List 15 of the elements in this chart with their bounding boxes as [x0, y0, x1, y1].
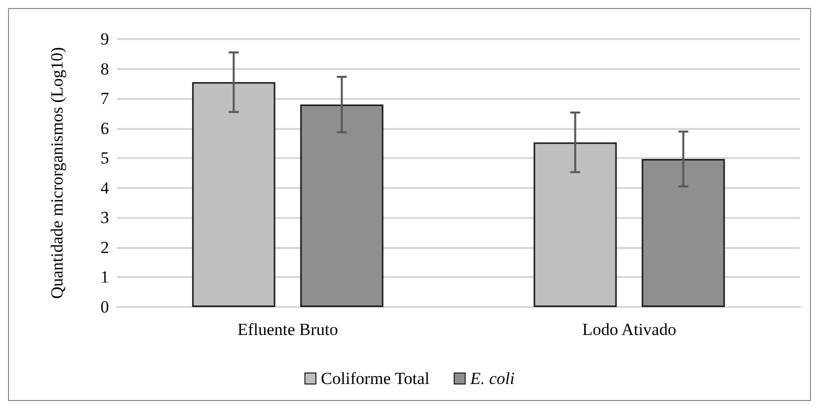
y-tick-label: 1 [100, 268, 109, 287]
y-tick-label: 4 [100, 178, 110, 198]
y-tick-label: 0 [100, 298, 109, 316]
x-tick-label: Lodo Ativado [582, 320, 676, 339]
y-tick-label: 3 [100, 208, 109, 228]
y-tick-label: 9 [100, 30, 109, 48]
x-tick-label: Efluente Bruto [237, 320, 338, 339]
legend-label: E. coli [469, 369, 515, 388]
y-tick-label: 2 [100, 238, 109, 257]
y-tick-label: 6 [100, 118, 109, 138]
legend-label: Coliforme Total [320, 369, 430, 388]
y-tick-label: 8 [100, 59, 109, 78]
y-tick-label: 5 [100, 148, 109, 168]
y-tick-label: 7 [100, 89, 110, 108]
y-axis-title: Quantidade microrganismos (Log10) [48, 47, 66, 299]
